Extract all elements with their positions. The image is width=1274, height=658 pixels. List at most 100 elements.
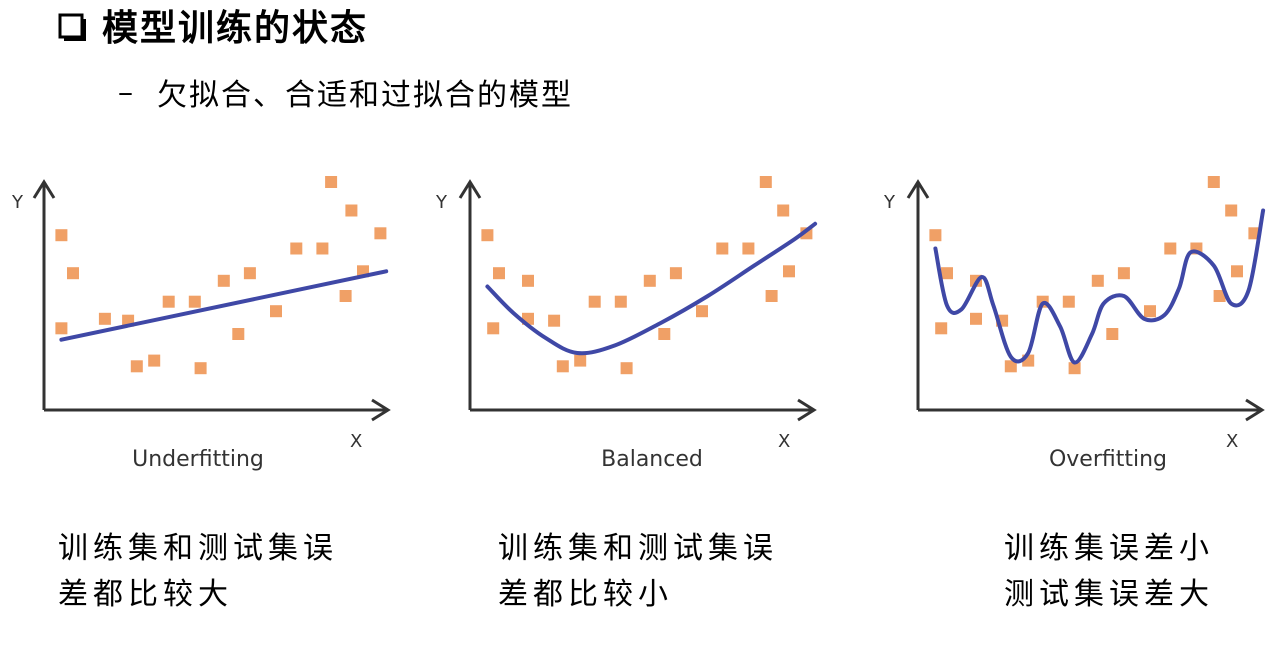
balanced-points <box>481 176 813 375</box>
underfitting-data-point <box>130 360 143 373</box>
underfitting-data-point <box>67 267 79 280</box>
page-subtitle: 欠拟合、合适和过拟合的模型 <box>157 78 573 113</box>
overfitting-data-point <box>1207 176 1220 188</box>
balanced-data-point <box>658 328 671 340</box>
balanced-diagram: Y X Balanced <box>435 176 818 472</box>
balanced-data-point <box>759 176 772 188</box>
balanced-data-point <box>493 267 505 280</box>
balanced-data-point <box>588 295 601 308</box>
overfitting-points <box>929 176 1261 375</box>
underfitting-caption-line-1: 训练集和测试集误 <box>58 531 338 566</box>
underfitting-diagram: Y X Underfitting <box>11 176 391 472</box>
overfitting-label: Overfitting <box>1049 447 1167 472</box>
balanced-fit-curve <box>485 221 818 356</box>
balanced-data-point <box>620 362 633 375</box>
underfitting-data-point <box>194 362 207 375</box>
overfitting-caption-line-2: 测试集误差大 <box>1004 577 1214 612</box>
balanced-data-point <box>548 314 561 327</box>
overfitting-panel: Y X Overfitting <box>882 168 1274 488</box>
underfitting-y-arrow-icon <box>32 179 56 199</box>
underfitting-data-point <box>55 229 68 242</box>
empty-checkbox-icon <box>58 13 86 41</box>
balanced-caption-line-1: 训练集和测试集误 <box>498 531 778 566</box>
balanced-data-point <box>765 290 778 302</box>
underfitting-points <box>55 176 387 375</box>
overfitting-caption: 训练集误差小 测试集误差大 <box>1004 526 1214 618</box>
overfitting-axes <box>906 179 1265 422</box>
overfitting-data-point <box>970 312 982 325</box>
overfitting-data-point <box>929 229 942 242</box>
balanced-data-point <box>487 322 500 335</box>
underfitting-axes <box>32 179 391 422</box>
balanced-caption: 训练集和测试集误 差都比较小 <box>498 526 778 618</box>
underfitting-data-point <box>217 274 230 287</box>
underfitting-data-point <box>98 312 111 325</box>
underfitting-fit-curve <box>59 269 389 342</box>
bullet-dash: – <box>118 74 135 110</box>
balanced-data-point <box>783 265 795 278</box>
underfitting-panel: Y X Underfitting <box>8 168 428 488</box>
overfitting-data-point <box>1091 274 1104 287</box>
overfitting-data-point <box>1004 360 1017 373</box>
balanced-data-point <box>614 295 627 308</box>
underfitting-data-point <box>162 295 175 308</box>
balanced-panel: Y X Balanced <box>434 168 854 488</box>
underfitting-data-point <box>325 176 338 188</box>
underfitting-data-point <box>270 305 282 318</box>
overfitting-data-point <box>1231 265 1243 278</box>
balanced-data-point <box>669 267 682 280</box>
underfitting-y-axis-label: Y <box>11 192 24 213</box>
overfitting-data-point <box>935 322 948 335</box>
overfitting-data-point <box>1213 290 1226 302</box>
overfitting-caption-line-1: 训练集误差小 <box>1004 531 1214 566</box>
overfitting-x-arrow-icon <box>1245 398 1265 422</box>
underfitting-data-point <box>188 295 201 308</box>
overfitting-data-point <box>1106 328 1119 340</box>
underfitting-caption: 训练集和测试集误 差都比较大 <box>58 526 338 618</box>
balanced-data-point <box>574 354 587 367</box>
overfitting-data-point <box>1225 204 1238 217</box>
underfitting-data-point <box>232 328 245 340</box>
underfitting-x-axis-label: X <box>350 431 362 452</box>
balanced-data-point <box>696 305 708 318</box>
overfitting-x-axis-label: X <box>1226 431 1238 452</box>
subtitle-row: – 欠拟合、合适和过拟合的模型 <box>118 70 573 114</box>
underfitting-x-arrow-icon <box>371 398 391 422</box>
underfitting-data-point <box>345 204 358 217</box>
overfitting-data-point <box>1068 362 1081 375</box>
underfitting-data-point <box>243 267 256 280</box>
underfitting-data-point <box>374 227 387 240</box>
balanced-y-arrow-icon <box>458 179 482 199</box>
overfitting-y-axis-label: Y <box>883 192 896 213</box>
overfitting-data-point <box>1062 295 1075 308</box>
underfitting-data-point <box>316 242 329 255</box>
balanced-x-arrow-icon <box>797 398 817 422</box>
overfitting-diagram: Y X Overfitting <box>883 176 1266 472</box>
underfitting-caption-line-2: 差都比较大 <box>58 577 233 612</box>
balanced-data-point <box>481 229 494 242</box>
underfitting-data-point <box>148 354 161 367</box>
balanced-x-axis-label: X <box>778 431 790 452</box>
underfitting-data-point <box>339 290 352 302</box>
balanced-data-point <box>742 242 755 255</box>
overfitting-data-point <box>1022 354 1035 367</box>
slide-title-row: 模型训练的状态 <box>58 6 368 50</box>
overfitting-data-point <box>1164 242 1177 255</box>
underfitting-data-point <box>290 242 303 255</box>
overfitting-data-point <box>1117 267 1130 280</box>
underfitting-label: Underfitting <box>132 447 264 472</box>
balanced-data-point <box>522 274 534 287</box>
balanced-data-point <box>643 274 656 287</box>
underfitting-data-point <box>55 322 68 335</box>
balanced-label: Balanced <box>601 447 703 472</box>
balanced-data-point <box>777 204 790 217</box>
balanced-caption-line-2: 差都比较小 <box>498 577 673 612</box>
balanced-data-point <box>716 242 729 255</box>
balanced-axes <box>458 179 817 422</box>
overfitting-data-point <box>1144 305 1156 318</box>
overfitting-y-arrow-icon <box>906 179 930 199</box>
overfitting-data-point <box>941 267 953 280</box>
balanced-y-axis-label: Y <box>435 192 448 213</box>
page-title: 模型训练的状态 <box>102 7 369 49</box>
balanced-data-point <box>556 360 569 373</box>
